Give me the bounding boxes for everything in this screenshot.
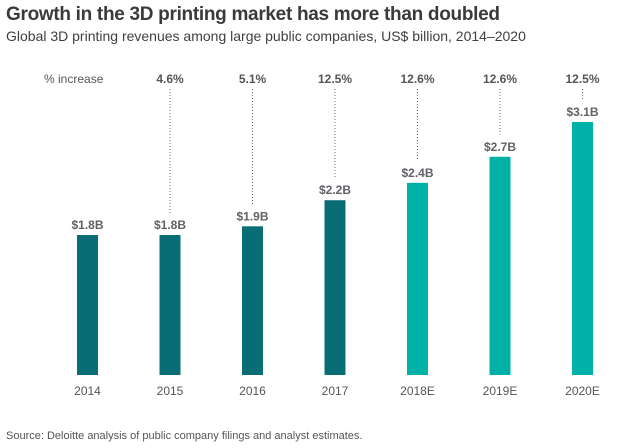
percent-label-2018E: 12.6% (400, 72, 434, 86)
category-label-2018E: 2018E (400, 384, 435, 398)
value-label-2014: $1.8B (71, 218, 103, 232)
category-label-2014: 2014 (74, 384, 101, 398)
bar-2018E (407, 182, 428, 375)
category-label-2017: 2017 (322, 384, 349, 398)
value-label-2018E: $2.4B (401, 166, 433, 180)
percent-label-2016: 5.1% (239, 72, 267, 86)
chart-subtitle: Global 3D printing revenues among large … (6, 28, 526, 44)
percent-label-2017: 12.5% (318, 72, 352, 86)
value-label-2017: $2.2B (319, 183, 351, 197)
bar-2015 (159, 235, 181, 375)
percent-label-2015: 4.6% (156, 72, 184, 86)
percent-label-2019E: 12.6% (483, 72, 517, 86)
bar-2017 (324, 200, 346, 375)
category-label-2019E: 2019E (483, 384, 518, 398)
value-label-2019E: $2.7B (484, 140, 516, 154)
value-label-2020E: $3.1B (566, 105, 598, 119)
bar-2020E (572, 122, 593, 375)
percent-label-2020E: 12.5% (565, 72, 599, 86)
source-note: Source: Deloitte analysis of public comp… (6, 430, 363, 442)
percent-increase-label: % increase (44, 72, 104, 86)
category-label-2020E: 2020E (565, 384, 600, 398)
bar-2016 (242, 226, 263, 375)
bars-group: $1.8B 2014 $1.8B 2015 4.6% $1.9B 2016 5.1% $2.2B… (71, 72, 599, 398)
category-label-2016: 2016 (239, 384, 266, 398)
chart-title: Growth in the 3D printing market has mor… (6, 4, 500, 25)
value-label-2016: $1.9B (236, 209, 268, 223)
category-label-2015: 2015 (157, 384, 184, 398)
value-label-2015: $1.8B (154, 218, 186, 232)
bar-2014 (77, 235, 98, 375)
bar-2019E (489, 156, 511, 375)
